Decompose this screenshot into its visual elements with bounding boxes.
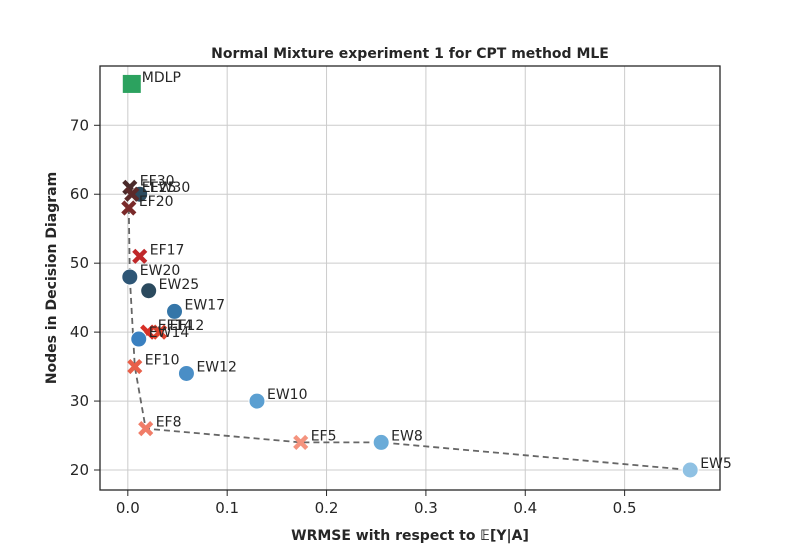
point-label-ef30: EF30 — [140, 173, 175, 189]
point-ew5 — [681, 461, 699, 479]
grid-layer — [100, 66, 720, 490]
point-label-ew30: EW30 — [150, 180, 191, 196]
chart-title: Normal Mixture experiment 1 for CPT meth… — [211, 46, 609, 62]
point-label-ef12: EF12 — [170, 318, 205, 334]
point-ef12 — [152, 324, 168, 340]
point-label-ef5: EF5 — [311, 428, 337, 444]
y-axis-label: Nodes in Decision Diagram — [44, 172, 60, 384]
point-ew17 — [166, 302, 184, 320]
y-tick-label: 30 — [70, 392, 89, 410]
point-ew25 — [140, 282, 158, 300]
point-ew14 — [130, 330, 148, 348]
x-tick-label: 0.2 — [315, 499, 339, 517]
point-ew10 — [248, 392, 266, 410]
point-ef5 — [293, 434, 309, 451]
point-label-mdlp: MDLP — [142, 70, 181, 86]
point-label-ew8: EW8 — [391, 428, 423, 444]
point-label-ew25: EW25 — [159, 277, 200, 293]
point-label-ew10: EW10 — [267, 387, 308, 403]
point-ew12 — [177, 364, 195, 382]
y-tick-label: 60 — [70, 185, 89, 203]
point-label-ef20: EF20 — [139, 194, 174, 210]
point-ef10 — [127, 359, 143, 375]
x-axis-label: WRMSE with respect to 𝔼[Y|A] — [291, 528, 529, 544]
y-tick-label: 70 — [70, 116, 89, 134]
y-tick-label: 20 — [70, 461, 89, 479]
point-ef17 — [132, 248, 148, 264]
points-layer — [121, 74, 699, 479]
axis-ticks-layer: 0.0 0.1 0.2 0.3 0.4 0.5 20 30 40 50 60 70 — [70, 116, 637, 517]
point-ew20 — [121, 268, 139, 286]
point-ef8 — [138, 421, 154, 437]
point-label-ew14: EW14 — [149, 325, 190, 341]
point-label-ew17: EW17 — [185, 297, 226, 313]
point-mdlp — [122, 74, 141, 93]
x-tick-label: 0.1 — [215, 499, 239, 517]
x-tick-label: 0.4 — [513, 499, 537, 517]
point-label-ef8: EF8 — [156, 415, 182, 431]
point-label-ew20: EW20 — [140, 263, 181, 279]
y-tick-label: 50 — [70, 254, 89, 272]
y-tick-label: 40 — [70, 323, 89, 341]
point-ef20 — [121, 200, 137, 216]
point-ef25 — [124, 186, 140, 202]
point-label-ew12: EW12 — [196, 359, 237, 375]
point-label-ew5: EW5 — [700, 456, 732, 472]
plot-frame — [99, 65, 721, 491]
point-label-ef17: EF17 — [150, 242, 185, 258]
point-label-ef25: EF25 — [142, 180, 177, 196]
point-label-ef14: EF14 — [158, 318, 193, 334]
point-ew8 — [372, 433, 390, 451]
x-tick-label: 0.3 — [414, 499, 438, 517]
x-tick-label: 0.0 — [116, 499, 140, 517]
point-label-ef10: EF10 — [145, 353, 180, 369]
x-tick-label: 0.5 — [613, 499, 637, 517]
